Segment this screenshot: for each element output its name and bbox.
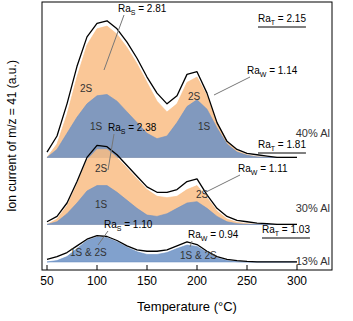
x-tick bbox=[97, 265, 98, 270]
x-tick bbox=[47, 265, 48, 270]
annotation-text: Ra bbox=[238, 163, 251, 174]
annotation-value: = 1.11 bbox=[257, 163, 288, 174]
annotation-value: = 2.38 bbox=[125, 122, 156, 133]
component-label: 2S bbox=[95, 163, 108, 174]
annotation-text: Ra bbox=[188, 229, 201, 240]
component-label: 2S bbox=[80, 83, 93, 94]
component-label: 2S bbox=[196, 189, 209, 200]
annotation-pointer bbox=[214, 77, 250, 95]
annotation-value: = 1.10 bbox=[121, 219, 152, 230]
x-axis-label: Temperature (°C) bbox=[137, 299, 237, 314]
annotation-pointer bbox=[190, 241, 192, 247]
chart: 50 100 150 200 250 300 Temperature (°C) Ion cur… bbox=[0, 0, 353, 321]
peak-area bbox=[47, 149, 297, 224]
annotation-underline bbox=[262, 238, 310, 239]
component-label: 1S bbox=[95, 199, 108, 210]
annotation-pointer bbox=[206, 175, 240, 192]
annotation-text: Ra bbox=[258, 139, 271, 150]
annotation: RaW = 0.94 bbox=[188, 229, 239, 242]
component-label: 1S bbox=[198, 121, 211, 132]
data-line bbox=[47, 236, 297, 262]
annotation-value: = 2.81 bbox=[135, 3, 166, 14]
annotation-value: = 0.94 bbox=[207, 229, 238, 240]
x-tick bbox=[147, 265, 148, 270]
component-label: 1S bbox=[90, 121, 103, 132]
annotation-text: Ra bbox=[258, 13, 271, 24]
annotation-pointer bbox=[98, 231, 108, 245]
annotation: RaW = 1.14 bbox=[247, 65, 298, 78]
annotation-text: Ra bbox=[104, 219, 117, 230]
annotation-pointer bbox=[108, 134, 114, 170]
annotation-underline bbox=[258, 27, 306, 28]
x-tick-label: 50 bbox=[40, 274, 54, 288]
annotation-text: Ra bbox=[108, 122, 121, 133]
annotation-value: = 1.03 bbox=[279, 224, 310, 235]
plot-area bbox=[47, 21, 297, 262]
y-axis-label: Ion current of m/z = 41 (a.u.) bbox=[5, 60, 19, 212]
annotation: RaS = 2.81 bbox=[118, 3, 167, 16]
panel-label: 13% Al bbox=[296, 255, 330, 267]
annotation-pointer bbox=[104, 15, 124, 70]
panel-label: 30% Al bbox=[296, 202, 330, 214]
panel-label: 40% Al bbox=[296, 127, 330, 139]
data-line bbox=[47, 145, 297, 224]
component-label: 1S & 2S bbox=[180, 250, 217, 261]
x-tick-label: 200 bbox=[187, 274, 207, 288]
annotation: RaT = 1.81 bbox=[258, 139, 306, 152]
annotation-text: Ra bbox=[262, 224, 275, 235]
annotation: RaW = 1.11 bbox=[238, 163, 288, 176]
data-line bbox=[47, 21, 297, 158]
x-tick bbox=[197, 265, 198, 270]
annotation-text: Ra bbox=[118, 3, 131, 14]
annotation: RaT = 1.03 bbox=[262, 224, 310, 237]
annotation-value: = 2.15 bbox=[275, 13, 306, 24]
peak-area bbox=[47, 94, 297, 157]
annotation: RaS = 1.10 bbox=[104, 219, 153, 232]
annotation-text: Ra bbox=[247, 65, 260, 76]
component-label: 1S & 2S bbox=[70, 247, 107, 258]
x-tick-label: 100 bbox=[87, 274, 107, 288]
annotation-underline bbox=[258, 153, 306, 154]
x-tick bbox=[247, 265, 248, 270]
x-tick-label: 150 bbox=[137, 274, 157, 288]
annotation-value: = 1.14 bbox=[266, 65, 297, 76]
annotation-value: = 1.81 bbox=[275, 139, 306, 150]
plot-frame bbox=[42, 2, 332, 270]
x-tick-label: 300 bbox=[287, 274, 307, 288]
annotation: RaS = 2.38 bbox=[108, 122, 157, 135]
annotation: RaT = 2.15 bbox=[258, 13, 306, 26]
x-tick-label: 250 bbox=[237, 274, 257, 288]
component-label: 2S bbox=[188, 91, 201, 102]
